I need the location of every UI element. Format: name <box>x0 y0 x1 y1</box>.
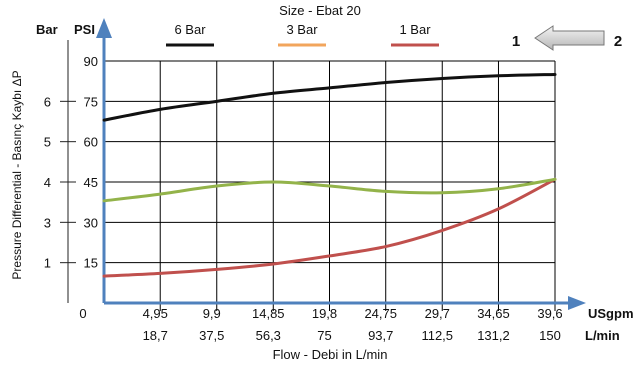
x-tick-lmin: 37,5 <box>199 328 224 343</box>
x-tick-usgpm: 9,9 <box>203 306 221 321</box>
x-tick-lmin: 93,7 <box>368 328 393 343</box>
legend-label: 1 Bar <box>399 22 431 37</box>
series-lines <box>102 72 557 278</box>
psi-tick-label: 15 <box>84 256 98 271</box>
origin-label: 0 <box>79 306 86 321</box>
bar-tick-label: 3 <box>44 215 51 230</box>
x-axis-arrowhead <box>568 296 586 310</box>
flow-direction-arrow-icon <box>534 25 605 51</box>
x-unit-lmin: L/min <box>585 328 620 343</box>
bar-tick-label: 6 <box>44 94 51 109</box>
psi-tick-label: 75 <box>84 94 98 109</box>
x-tick-usgpm: 39,6 <box>537 306 562 321</box>
series-line-1-bar <box>102 177 557 278</box>
bar-tick-label: 4 <box>44 175 51 190</box>
x-tick-lmin: 75 <box>317 328 331 343</box>
psi-tick-label: 60 <box>84 135 98 150</box>
x-tick-lmin: 18,7 <box>143 328 168 343</box>
x-tick-lmin: 131,2 <box>477 328 510 343</box>
x-tick-usgpm: 24,75 <box>364 306 397 321</box>
psi-unit-label: PSI <box>74 22 95 37</box>
x-unit-usgpm: USgpm <box>588 306 634 321</box>
psi-tick-label: 90 <box>84 54 98 69</box>
bar-tick-label: 5 <box>44 135 51 150</box>
y-axis-title: Pressure Differential - Basınç Kaybı ΔP <box>10 70 24 279</box>
x-tick-usgpm: 19,8 <box>312 306 337 321</box>
legend-label: 6 Bar <box>174 22 206 37</box>
psi-tick-label: 30 <box>84 215 98 230</box>
series-line-6-bar <box>102 72 557 122</box>
series-line-green <box>102 177 557 203</box>
x-tick-lmin: 112,5 <box>421 328 453 343</box>
x-tick-lmin: 56,3 <box>256 328 281 343</box>
x-tick-usgpm: 29,7 <box>425 306 450 321</box>
x-tick-usgpm: 4,95 <box>143 306 168 321</box>
x-tick-usgpm: 34,65 <box>477 306 510 321</box>
flow-port-1-label: 1 <box>512 33 520 50</box>
x-axis-title: Flow - Debi in L/min <box>273 347 388 362</box>
x-tick-usgpm: 14,85 <box>252 306 285 321</box>
x-tick-lmin: 150 <box>539 328 561 343</box>
grid-lines <box>104 60 556 311</box>
bar-tick-label: 1 <box>44 256 51 271</box>
psi-tick-label: 45 <box>84 175 98 190</box>
tick-labels: 153045607590134564,9518,79,937,514,8556,… <box>44 54 563 343</box>
flow-port-2-label: 2 <box>614 33 622 50</box>
bar-unit-label: Bar <box>36 22 58 37</box>
legend-label: 3 Bar <box>286 22 318 37</box>
y-axis-arrowhead <box>96 18 112 38</box>
chart-title: Size - Ebat 20 <box>279 3 361 18</box>
legend: 6 Bar 3 Bar 1 Bar <box>166 22 439 47</box>
